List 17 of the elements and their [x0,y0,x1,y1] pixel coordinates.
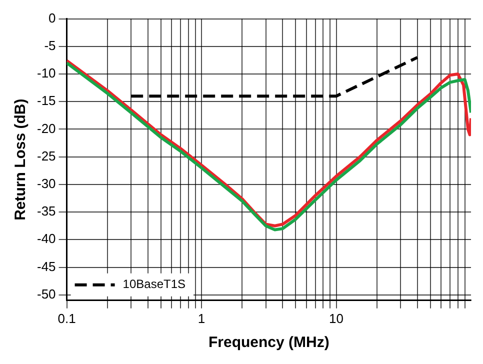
x-tick-label: 10 [329,310,344,326]
y-tick-label: -40 [36,231,56,246]
y-tick-label: 0 [48,10,56,26]
y-tick-label: -30 [36,176,56,192]
y-tick-label: -45 [36,258,56,274]
y-tick-label: -15 [36,93,56,108]
x-axis-title: Frequency (MHz) [208,334,330,352]
x-tick-label: 0.1 [58,310,76,326]
y-tick-label: -50 [36,286,56,302]
y-tick-label: -20 [36,120,56,136]
y-axis-title: Return Loss (dB) [12,98,30,220]
legend-label: 10BaseT1S [122,277,186,292]
y-tick-label: -25 [36,148,56,164]
y-tick-label: -35 [36,204,56,219]
y-tick-label: -10 [36,66,56,81]
y-tick-label: -5 [44,38,56,53]
x-tick-label: 1 [198,310,206,326]
